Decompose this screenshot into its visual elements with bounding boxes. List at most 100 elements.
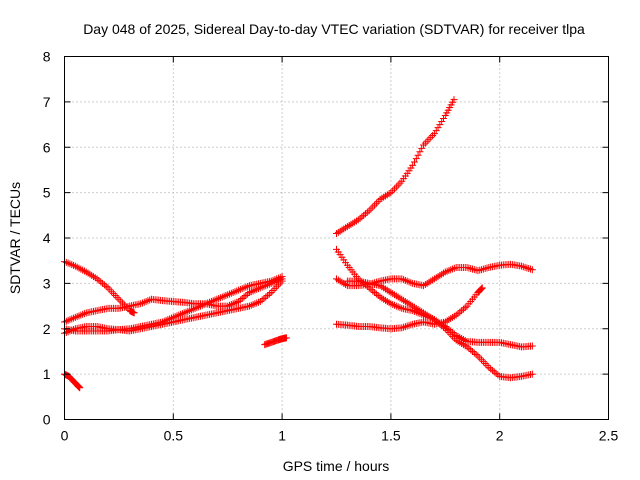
series-sat-k (343, 277, 536, 382)
series-sat-c (61, 277, 286, 337)
data-point (242, 283, 250, 291)
data-point (235, 286, 243, 294)
data-point (450, 264, 458, 272)
data-point (450, 96, 458, 104)
data-point (387, 300, 395, 308)
data-point (343, 223, 351, 231)
data-point (467, 346, 475, 354)
data-point (452, 336, 460, 344)
data-point (374, 291, 382, 299)
data-point (449, 265, 457, 273)
y-tick-label: 8 (43, 49, 51, 65)
data-point (394, 181, 402, 189)
data-point (478, 356, 486, 364)
data-point (66, 260, 74, 268)
data-point (485, 363, 493, 371)
data-point (267, 277, 275, 285)
data-point (104, 284, 112, 292)
data-point (187, 306, 195, 314)
data-point (182, 308, 190, 316)
data-point (238, 285, 246, 293)
data-point (247, 301, 255, 309)
data-point (333, 229, 340, 237)
data-point (62, 317, 70, 325)
data-point (338, 226, 346, 234)
data-point (195, 303, 203, 311)
data-point (349, 219, 357, 227)
data-point (381, 296, 389, 304)
data-point (416, 148, 424, 156)
data-point (378, 283, 386, 291)
data-point (527, 265, 535, 273)
data-point (273, 283, 281, 291)
data-point (249, 287, 257, 295)
data-point (209, 297, 217, 305)
data-point (256, 298, 264, 306)
data-point (77, 265, 85, 273)
data-point (369, 203, 377, 211)
data-point (391, 291, 399, 299)
data-point (400, 323, 408, 331)
data-point (238, 295, 246, 302)
data-point (421, 281, 429, 289)
data-point (215, 295, 223, 302)
data-point (244, 282, 252, 290)
data-point (445, 316, 453, 324)
x-tick-label: 1 (278, 428, 286, 444)
data-point (342, 281, 350, 289)
data-point (374, 197, 382, 205)
data-point (528, 370, 536, 378)
data-point (430, 275, 438, 283)
data-point (342, 224, 350, 232)
data-point (82, 268, 90, 276)
data-point (392, 302, 400, 310)
data-point (420, 282, 428, 290)
data-point (162, 316, 170, 324)
data-point (371, 288, 379, 296)
data-point (429, 276, 437, 284)
data-point (167, 314, 175, 322)
data-point (423, 279, 431, 287)
data-point (175, 311, 183, 319)
data-point (71, 313, 79, 321)
series-sat-i (333, 260, 536, 290)
data-point (394, 293, 402, 301)
data-point (242, 291, 250, 299)
data-point (476, 354, 484, 362)
data-point (427, 133, 435, 141)
data-point (372, 290, 380, 298)
x-tick-label: 1.5 (381, 428, 401, 444)
data-point (216, 294, 224, 302)
data-point (222, 291, 230, 299)
data-point (481, 360, 489, 368)
data-point (380, 295, 388, 303)
data-point (474, 267, 482, 275)
data-point (418, 144, 426, 152)
data-point (206, 298, 214, 306)
y-tick-label: 0 (43, 412, 51, 428)
data-point (425, 278, 433, 286)
data-point (378, 194, 386, 202)
data-point (240, 284, 248, 292)
data-point (76, 384, 84, 392)
data-point (439, 115, 447, 123)
data-point (358, 213, 366, 221)
data-point (425, 312, 433, 320)
data-point (436, 121, 444, 129)
data-point (401, 298, 409, 306)
data-point (477, 285, 485, 293)
data-point (490, 368, 498, 376)
data-point (229, 288, 237, 296)
data-point (236, 285, 244, 293)
data-point (394, 303, 402, 311)
data-point (420, 309, 428, 317)
data-point (421, 310, 429, 318)
y-tick-label: 5 (43, 185, 51, 201)
data-point (487, 365, 495, 373)
data-point (398, 275, 406, 283)
data-point (492, 369, 500, 377)
y-tick-label: 3 (43, 275, 51, 291)
data-point (443, 267, 451, 275)
data-point (392, 292, 400, 300)
